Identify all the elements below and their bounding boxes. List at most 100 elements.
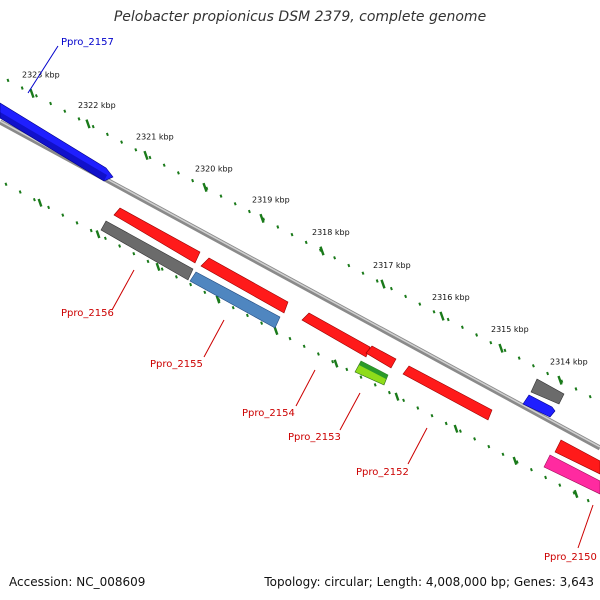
scale-minor-tick — [20, 86, 24, 90]
scale-minor-tick — [34, 94, 38, 98]
inner-minor-tick — [331, 359, 335, 364]
scale-minor-tick — [134, 148, 138, 152]
scale-minor-tick — [389, 286, 393, 291]
inner-minor-tick — [245, 313, 249, 318]
gene-label-ppro-2154[interactable]: Ppro_2154 — [242, 408, 295, 419]
scale-minor-tick — [148, 155, 152, 160]
inner-major-tick — [273, 326, 279, 336]
gene-label-ppro-2152[interactable]: Ppro_2152 — [356, 467, 409, 478]
scale-label: 2315 kbp — [491, 325, 529, 334]
inner-minor-tick — [47, 205, 51, 210]
inner-major-tick — [155, 262, 161, 271]
feature-ppro-2156[interactable] — [100, 207, 201, 311]
gene-arrow-forward-2156a[interactable] — [113, 207, 201, 264]
scale-label: 2317 kbp — [373, 261, 411, 270]
scale-major-tick — [319, 246, 325, 256]
gene-leader-ppro-2156 — [111, 269, 135, 311]
outer-scale-track: 2323 kbp 2322 kbp 2321 kbp 2320 kbp 2319 kbp… — [6, 70, 592, 399]
scale-label: 2323 kbp — [22, 70, 60, 79]
scale-minor-tick — [418, 302, 422, 306]
inner-minor-tick — [61, 213, 65, 217]
scale-major-tick — [143, 150, 149, 160]
inner-minor-tick — [359, 375, 363, 379]
scale-label: 2320 kbp — [195, 164, 233, 173]
scale-minor-tick — [276, 225, 280, 229]
scale-major-tick — [439, 311, 445, 321]
inner-minor-tick — [444, 421, 448, 426]
scale-major-tick — [259, 213, 265, 223]
scale-minor-tick — [361, 271, 365, 275]
scale-minor-tick — [162, 163, 166, 167]
gene-leader-ppro-2150 — [577, 504, 594, 549]
inner-minor-tick — [18, 190, 22, 194]
scale-minor-tick — [233, 202, 237, 206]
scale-minor-tick — [446, 317, 450, 322]
inner-minor-tick — [544, 475, 548, 480]
feature-ppro-2150[interactable] — [543, 439, 600, 549]
gene-leader-ppro-2154 — [295, 369, 316, 407]
gene-box-ppro-2150[interactable] — [543, 454, 600, 495]
inner-minor-tick — [558, 483, 562, 487]
inner-minor-tick — [487, 444, 491, 449]
scale-minor-tick — [262, 217, 266, 221]
inner-major-tick — [394, 392, 400, 401]
gene-box-ppro-2153-shade — [359, 361, 388, 379]
scale-major-tick — [202, 182, 208, 192]
inner-major-tick — [95, 230, 101, 239]
scale-label: 2321 kbp — [136, 132, 174, 141]
inner-minor-tick — [586, 498, 590, 503]
inner-minor-tick — [160, 267, 164, 271]
scale-minor-tick — [191, 178, 195, 183]
gene-label-ppro-2153[interactable]: Ppro_2153 — [288, 432, 341, 443]
scale-minor-tick — [560, 379, 564, 384]
inner-minor-tick — [345, 367, 349, 372]
inner-minor-tick — [260, 321, 264, 325]
scale-minor-tick — [105, 132, 109, 137]
inner-minor-tick — [132, 251, 136, 256]
gene-box-grey-2151[interactable] — [530, 378, 565, 405]
inner-major-tick — [333, 359, 339, 368]
scale-minor-tick — [49, 101, 53, 106]
gene-label-ppro-2150[interactable]: Ppro_2150 — [544, 552, 597, 563]
gene-leader-ppro-2155 — [203, 319, 225, 358]
scale-minor-tick — [347, 263, 351, 268]
gene-arrow-forward-2154b[interactable] — [365, 345, 397, 369]
feature-ppro-2151[interactable] — [522, 378, 565, 418]
inner-minor-tick — [501, 452, 505, 457]
gene-box-ppro-2156[interactable] — [100, 220, 194, 281]
gene-label-ppro-2157[interactable]: Ppro_2157 — [61, 37, 114, 48]
feature-ppro-2155[interactable] — [189, 257, 289, 358]
inner-minor-tick — [146, 259, 150, 264]
inner-minor-tick — [416, 406, 420, 410]
scale-minor-tick — [333, 256, 337, 260]
scale-label: 2322 kbp — [78, 101, 116, 110]
inner-minor-tick — [231, 305, 235, 310]
scale-major-tick — [85, 119, 91, 129]
scale-minor-tick — [290, 232, 294, 237]
gene-arrow-forward-2150[interactable] — [554, 439, 600, 475]
gene-arrow-ppro-2152[interactable] — [402, 365, 493, 421]
gene-box-ppro-2155[interactable] — [189, 271, 281, 329]
scale-minor-tick — [91, 124, 95, 129]
inner-minor-tick — [118, 244, 122, 248]
scale-minor-tick — [77, 117, 81, 121]
scale-minor-tick — [318, 248, 322, 252]
scale-minor-tick — [205, 186, 209, 191]
inner-minor-tick — [529, 467, 533, 472]
scale-label: 2314 kbp — [550, 357, 588, 366]
gene-arrow-blue-2151[interactable] — [522, 394, 556, 418]
inner-minor-tick — [174, 275, 178, 279]
gene-arrow-ppro-2157[interactable] — [0, 102, 114, 182]
gene-arrow-ppro-2154[interactable] — [301, 312, 371, 358]
feature-ppro-2157[interactable] — [0, 45, 114, 182]
gene-arrow-forward-2155a[interactable] — [200, 257, 289, 314]
feature-ppro-2152[interactable] — [402, 365, 493, 465]
gene-label-ppro-2155[interactable]: Ppro_2155 — [150, 359, 203, 370]
scale-minor-tick — [460, 325, 464, 330]
inner-minor-tick — [473, 437, 477, 441]
feature-ppro-2153[interactable] — [339, 360, 389, 431]
feature-ppro-2154[interactable] — [295, 312, 397, 407]
gene-label-ppro-2156[interactable]: Ppro_2156 — [61, 308, 114, 319]
gene-leader-ppro-2157 — [27, 45, 59, 94]
